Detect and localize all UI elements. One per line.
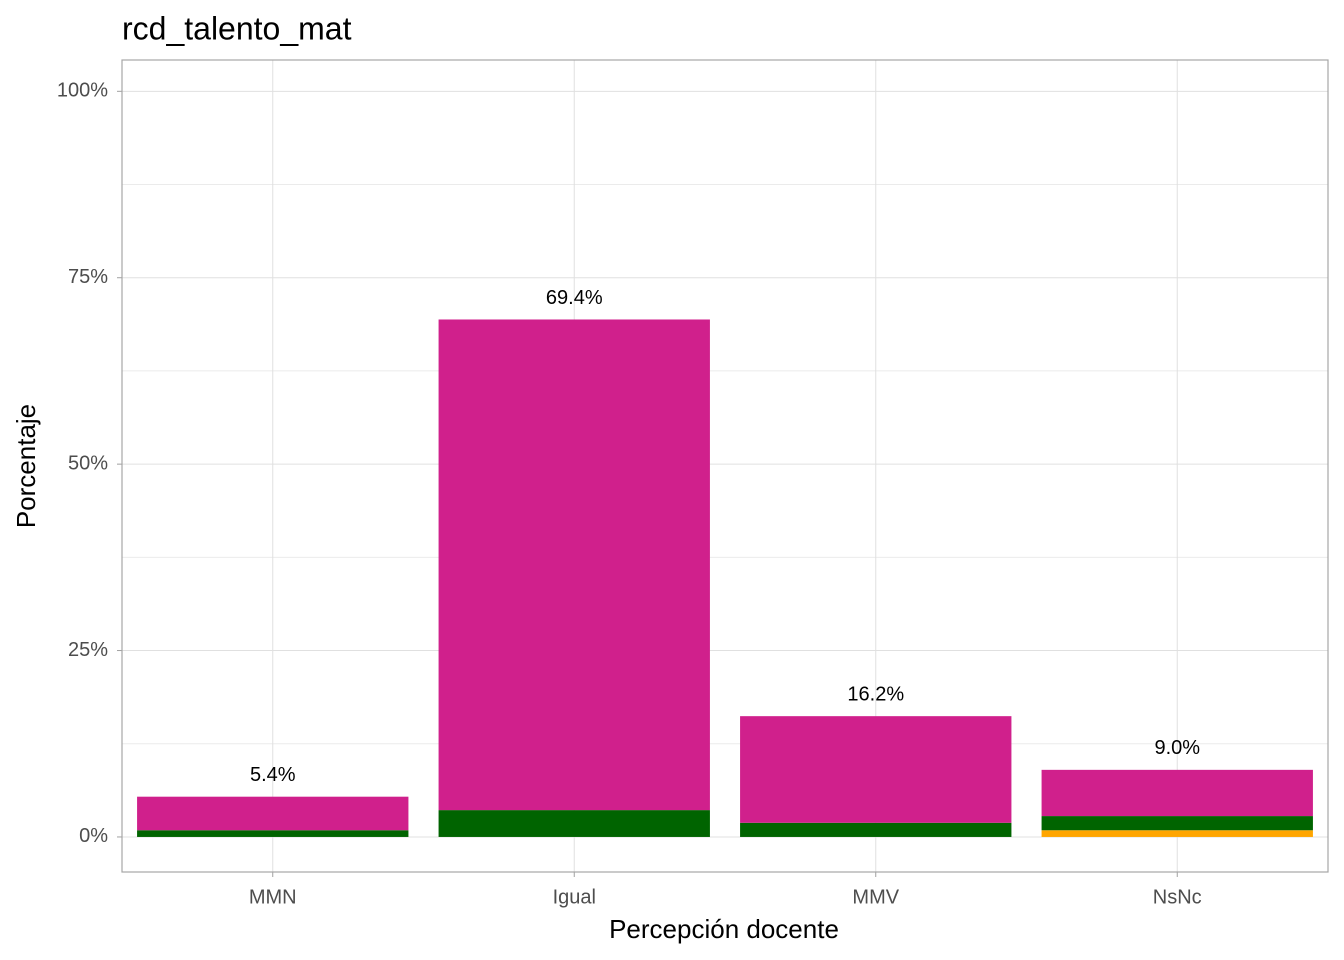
y-tick-label: 0% bbox=[79, 825, 108, 847]
x-tick-label: NsNc bbox=[1153, 886, 1202, 908]
x-axis-title: Percepción docente bbox=[609, 914, 839, 944]
total-label: 69.4% bbox=[546, 287, 603, 309]
bar-segment bbox=[438, 319, 710, 811]
y-tick-label: 100% bbox=[57, 80, 108, 102]
total-label: 9.0% bbox=[1154, 737, 1200, 759]
bar-segment bbox=[438, 810, 710, 837]
chart-title: rcd_talento_mat bbox=[122, 10, 352, 46]
total-label: 5.4% bbox=[250, 764, 296, 786]
total-label: 16.2% bbox=[847, 683, 904, 705]
bar-segment bbox=[137, 796, 409, 831]
y-tick-label: 25% bbox=[68, 639, 108, 661]
x-tick-label: Igual bbox=[553, 886, 596, 908]
y-tick-label: 50% bbox=[68, 452, 108, 474]
bar-segment bbox=[740, 716, 1012, 823]
bar-segment bbox=[1041, 816, 1313, 831]
bar-segment bbox=[1041, 830, 1313, 837]
panel-border bbox=[121, 59, 1329, 873]
bar-segment bbox=[1041, 769, 1313, 817]
x-tick-label: MMV bbox=[852, 886, 899, 908]
y-tick-label: 75% bbox=[68, 266, 108, 288]
x-tick-label: MMN bbox=[249, 886, 297, 908]
y-axis-title: Porcentaje bbox=[11, 404, 41, 528]
bar-segment bbox=[137, 830, 409, 837]
bar-segment bbox=[740, 822, 1012, 837]
